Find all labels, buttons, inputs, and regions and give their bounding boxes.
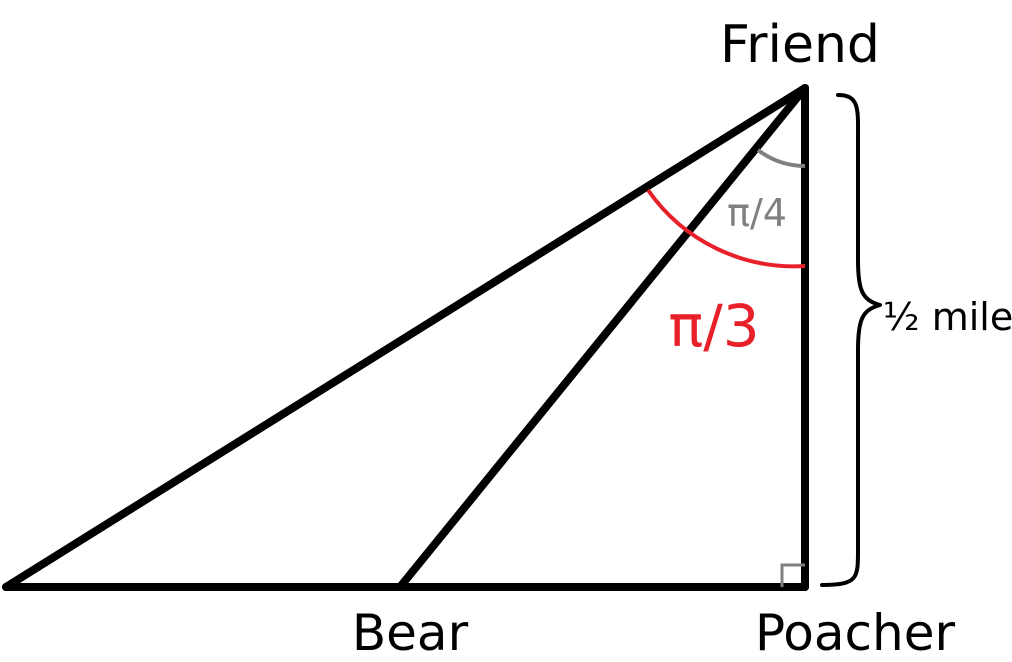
label-bear: Bear — [352, 604, 469, 662]
angle-arc-small — [756, 148, 806, 168]
label-angle-small: π/4 — [727, 191, 787, 235]
right-angle-marker — [780, 563, 805, 587]
label-friend: Friend — [720, 15, 880, 75]
edge-friend-to-bear — [396, 84, 809, 591]
edge-left-to-friend — [2, 84, 809, 591]
label-distance: ½ mile — [883, 295, 1012, 339]
angle-arc-large — [646, 188, 806, 269]
label-poacher: Poacher — [755, 604, 956, 662]
label-angle-large: π/3 — [668, 292, 759, 360]
distance-brace — [820, 93, 882, 587]
